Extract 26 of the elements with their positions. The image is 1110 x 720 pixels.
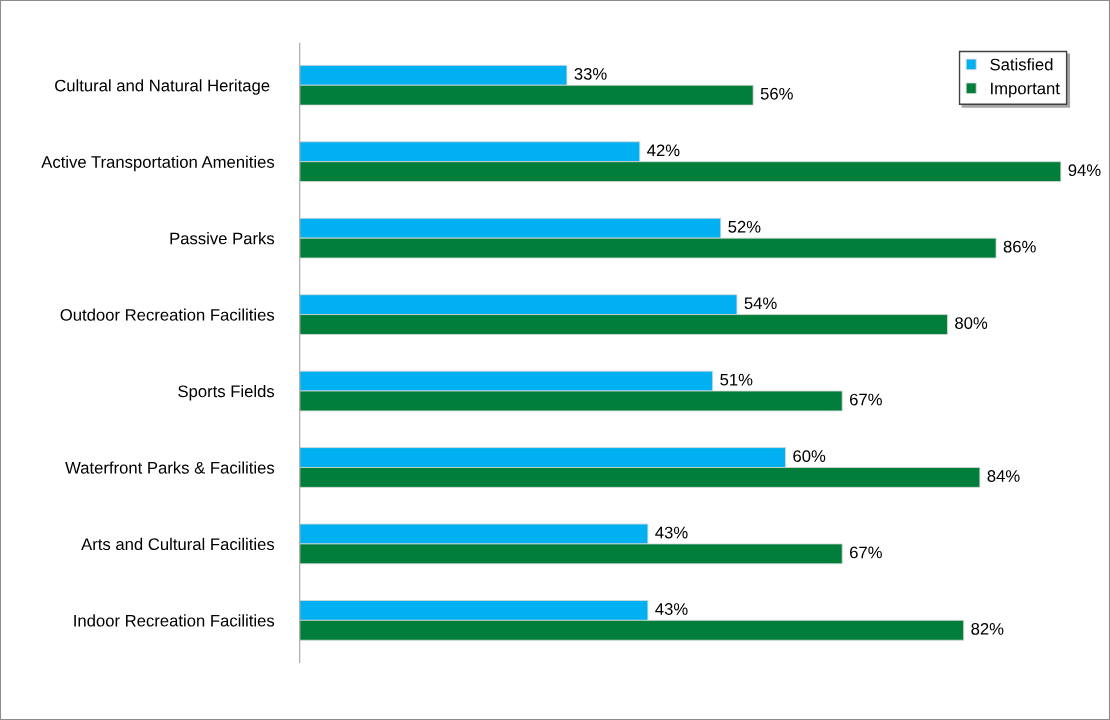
data-label: 43%: [655, 603, 688, 615]
data-label: 67%: [850, 393, 882, 406]
legend-label: Satisfied: [990, 58, 1053, 71]
y-tick-label: Cultural and Natural Heritage: [55, 79, 270, 95]
data-label: 42%: [647, 144, 680, 157]
data-label: 60%: [793, 450, 826, 462]
data-label: 86%: [1003, 240, 1036, 253]
legend-label: Important: [991, 82, 1060, 98]
data-label: 82%: [971, 622, 1004, 635]
data-label: 52%: [728, 220, 761, 233]
y-tick-label: Passive Parks: [170, 232, 275, 245]
y-tick-label: Outdoor Recreation Facilities: [60, 308, 275, 321]
data-label: 84%: [987, 470, 1020, 482]
data-label: 80%: [955, 317, 988, 329]
data-label: 54%: [744, 297, 777, 310]
data-label: 33%: [574, 67, 607, 80]
data-label: 51%: [720, 373, 753, 386]
y-tick-label: Indoor Recreation Facilities: [74, 614, 275, 627]
y-tick-label: Active Transportation Amenities: [41, 155, 275, 172]
y-tick-label: Waterfront Parks & Facilities: [65, 461, 275, 474]
data-label: 67%: [850, 546, 882, 559]
y-tick-label: Arts and Cultural Facilities: [81, 537, 275, 551]
data-label: 43%: [655, 526, 688, 539]
y-tick-label: Sports Fields: [178, 384, 275, 401]
data-label: 94%: [1068, 164, 1101, 177]
data-label: 56%: [760, 87, 793, 100]
